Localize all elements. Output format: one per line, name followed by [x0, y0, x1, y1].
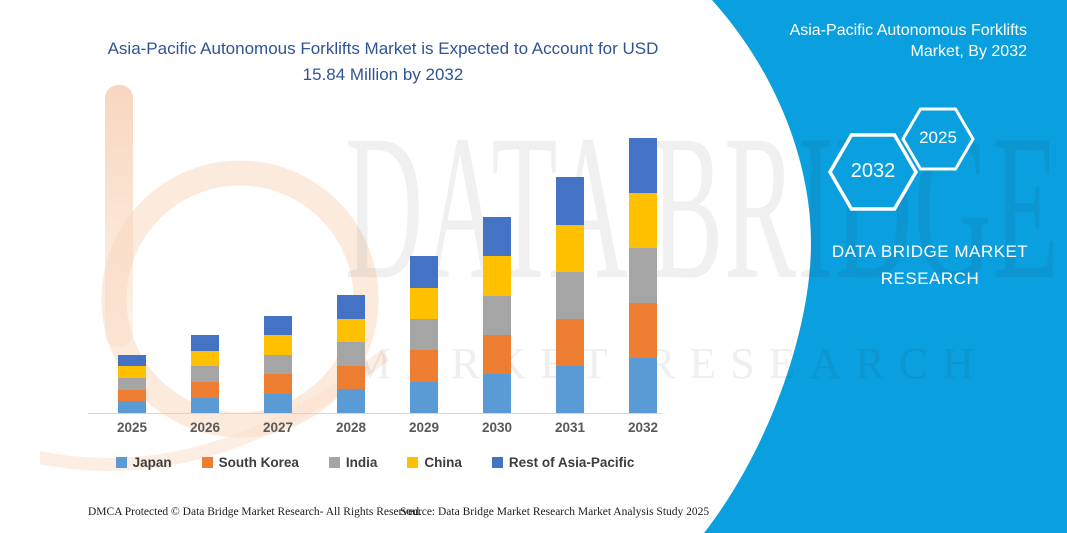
- brand-name: DATA BRIDGE MARKET RESEARCH: [790, 238, 1067, 292]
- legend-marker-rest-of-asia-pacific: [491, 457, 503, 468]
- legend-label-rest-of-asia-pacific: Rest of Asia-Pacific: [508, 455, 635, 470]
- bar-2030-segment-india: [483, 295, 511, 335]
- x-axis-label-2029: 2029: [408, 420, 440, 435]
- bar-2032-segment-japan: [629, 358, 657, 413]
- side-panel-title: Asia-Pacific Autonomous Forklifts Market…: [697, 20, 1027, 62]
- legend-item-south-korea: South Korea: [201, 455, 299, 470]
- bar-2026-segment-japan: [191, 397, 219, 413]
- chart-title-line1: Asia-Pacific Autonomous Forklifts Market…: [107, 39, 659, 58]
- bar-2029-segment-china: [410, 287, 438, 319]
- x-axis-labels: 2025 2026 2027 2028 2029 2030 2031 2032: [88, 420, 662, 438]
- bar-2029: [410, 256, 438, 413]
- bar-2025-segment-india: [118, 378, 146, 390]
- bar-2030-segment-japan: [483, 373, 511, 413]
- bar-2028-segment-south-korea: [337, 365, 365, 390]
- legend-marker-china: [407, 457, 419, 468]
- brand-name-line2: RESEARCH: [880, 269, 980, 288]
- bar-2028-segment-india: [337, 342, 365, 366]
- legend-marker-south-korea: [201, 457, 213, 468]
- x-axis-label-2030: 2030: [481, 420, 513, 435]
- bar-2028-segment-china: [337, 318, 365, 343]
- x-axis-line: [88, 413, 662, 414]
- bar-2031-segment-india: [556, 271, 584, 319]
- bar-2027-segment-china: [264, 335, 292, 355]
- bar-2031: [556, 177, 584, 413]
- bar-2031-segment-china: [556, 224, 584, 272]
- chart-title: Asia-Pacific Autonomous Forklifts Market…: [83, 36, 683, 88]
- legend-label-japan: Japan: [132, 455, 172, 470]
- bar-2025-segment-south-korea: [118, 389, 146, 402]
- brand-name-line1: DATA BRIDGE MARKET: [831, 242, 1029, 261]
- bar-2032-segment-china: [629, 193, 657, 248]
- bar-2027-segment-india: [264, 354, 292, 375]
- stacked-bar-plot: [88, 0, 662, 413]
- x-axis-label-2025: 2025: [116, 420, 148, 435]
- chart-title-line2: 15.84 Million by 2032: [302, 65, 464, 84]
- x-axis-label-2027: 2027: [262, 420, 294, 435]
- bar-2029-segment-japan: [410, 381, 438, 413]
- bar-2032-segment-india: [629, 248, 657, 303]
- hexagon-2025-label: 2025: [919, 128, 957, 147]
- chart-legend: Japan South Korea India China Rest of Asia-P…: [88, 455, 662, 470]
- bar-2029-segment-rest-of-asia-pacific: [410, 256, 438, 288]
- bar-2030-segment-south-korea: [483, 334, 511, 374]
- hexagon-2032-label: 2032: [850, 160, 896, 182]
- x-axis-label-2031: 2031: [554, 420, 586, 435]
- bar-2031-segment-rest-of-asia-pacific: [556, 177, 584, 225]
- legend-item-japan: Japan: [115, 455, 172, 470]
- bar-2028-segment-rest-of-asia-pacific: [337, 295, 365, 319]
- x-axis-label-2032: 2032: [627, 420, 659, 435]
- bar-2029-segment-india: [410, 318, 438, 351]
- legend-label-south-korea: South Korea: [218, 455, 299, 470]
- bar-2031-segment-south-korea: [556, 318, 584, 366]
- bar-2030-segment-rest-of-asia-pacific: [483, 217, 511, 257]
- bar-2025: [118, 354, 146, 413]
- footer-dmca-text: DMCA Protected © Data Bridge Market Rese…: [88, 506, 422, 518]
- bar-2028-segment-japan: [337, 389, 365, 413]
- x-axis-label-2026: 2026: [189, 420, 221, 435]
- legend-label-china: China: [424, 455, 462, 470]
- side-panel-title-line1: Asia-Pacific Autonomous Forklifts: [789, 22, 1027, 39]
- bar-2030: [483, 217, 511, 413]
- legend-item-india: India: [328, 455, 378, 470]
- footer-source-text: Source: Data Bridge Market Research Mark…: [400, 506, 710, 518]
- bar-2028: [337, 295, 365, 413]
- bar-2027-segment-south-korea: [264, 374, 292, 394]
- x-axis-label-2028: 2028: [335, 420, 367, 435]
- legend-label-india: India: [345, 455, 378, 470]
- bar-2027-segment-rest-of-asia-pacific: [264, 315, 292, 336]
- legend-marker-india: [328, 457, 340, 468]
- bar-2032-segment-south-korea: [629, 303, 657, 358]
- legend-item-china: China: [407, 455, 462, 470]
- bar-2025-segment-japan: [118, 401, 146, 413]
- bar-2026-segment-rest-of-asia-pacific: [191, 335, 219, 351]
- bar-2032: [629, 138, 657, 413]
- bar-2026-segment-china: [191, 350, 219, 367]
- bar-2027: [264, 315, 292, 413]
- bar-2026-segment-india: [191, 366, 219, 382]
- side-panel-title-line2: Market, By 2032: [910, 43, 1028, 60]
- bar-2026-segment-south-korea: [191, 381, 219, 398]
- legend-marker-japan: [115, 457, 127, 468]
- bar-2025-segment-rest-of-asia-pacific: [118, 354, 146, 367]
- bar-2027-segment-japan: [264, 393, 292, 413]
- bar-2030-segment-china: [483, 256, 511, 296]
- bar-2029-segment-south-korea: [410, 350, 438, 382]
- legend-item-rest-of-asia-pacific: Rest of Asia-Pacific: [491, 455, 635, 470]
- bar-2026: [191, 335, 219, 413]
- bar-2025-segment-china: [118, 366, 146, 379]
- bar-2031-segment-japan: [556, 365, 584, 413]
- bar-2032-segment-rest-of-asia-pacific: [629, 138, 657, 193]
